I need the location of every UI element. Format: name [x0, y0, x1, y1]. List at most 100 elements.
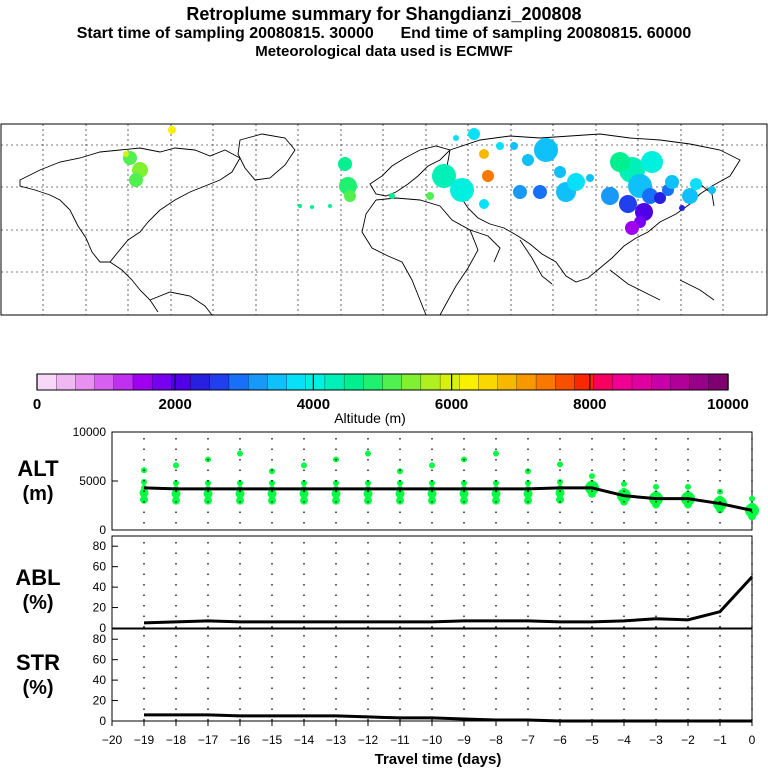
colorbar-swatch — [555, 373, 576, 391]
colorbar-swatch — [286, 373, 307, 391]
x-tick-label: −15 — [262, 733, 283, 747]
alt-scatter-point — [524, 496, 532, 505]
plume-marker — [338, 157, 352, 171]
alt-scatter-points — [139, 450, 759, 521]
plume-marker — [567, 173, 585, 191]
alt-scatter-point — [235, 489, 245, 499]
alt-scatter-point — [589, 479, 595, 486]
alt-scatter-point — [269, 468, 275, 475]
alt-scatter-point — [557, 461, 563, 468]
alt-scatter-point — [429, 479, 435, 486]
alt-scatter-point — [172, 496, 180, 505]
x-tick-label: −13 — [326, 733, 347, 747]
colorbar-swatch — [497, 373, 518, 391]
x-tick-label: 0 — [749, 733, 756, 747]
y-tick-label: 0 — [99, 714, 106, 728]
colorbar-swatch — [247, 373, 268, 391]
alt-scatter-point — [331, 489, 341, 499]
x-axis-label: Travel time (days) — [375, 751, 502, 768]
alt-scatter-point — [621, 480, 627, 487]
alt-scatter-point — [745, 503, 759, 518]
colorbar-swatch — [401, 373, 422, 391]
plume-marker — [453, 135, 459, 141]
alt-scatter-point — [237, 450, 243, 457]
x-tick-label: −4 — [617, 733, 631, 747]
colorbar-swatch — [305, 373, 326, 391]
x-tick-label: −3 — [649, 733, 663, 747]
plume-marker — [479, 149, 489, 159]
alt-scatter-point — [140, 495, 148, 504]
alt-scatter-point — [653, 490, 659, 497]
alt-scatter-point — [459, 489, 469, 499]
y-tick-label: 0 — [99, 523, 106, 537]
alt-scatter-point — [492, 496, 500, 505]
plume-marker — [586, 174, 594, 182]
alt-scatter-point — [269, 479, 275, 486]
alt-scatter-point — [461, 479, 467, 486]
plume-marker — [496, 142, 504, 150]
x-tick-label: −19 — [134, 733, 155, 747]
alt-scatter-point — [364, 496, 372, 505]
alt-scatter-point — [427, 489, 437, 499]
alt-scatter-point — [428, 496, 436, 505]
plume-marker — [298, 204, 302, 208]
alt-scatter-point — [685, 490, 691, 497]
plume-marker — [682, 188, 698, 204]
plume-marker — [339, 177, 357, 195]
alt-scatter-point — [749, 502, 755, 509]
plume-marker — [450, 178, 474, 202]
colorbar-swatch — [459, 373, 480, 391]
x-tick-label: −17 — [198, 733, 219, 747]
alt-scatter-point — [173, 479, 179, 486]
plume-marker — [665, 175, 679, 189]
colorbar-swatch — [36, 373, 57, 391]
coastlines — [19, 133, 741, 316]
plume-marker — [619, 195, 637, 213]
alt-scatter-point — [556, 495, 564, 504]
plume-marker — [168, 126, 176, 134]
panel-frame-abl — [111, 535, 753, 629]
colorbar-swatch — [478, 373, 499, 391]
series-line-str — [144, 713, 752, 723]
colorbar-swatch — [612, 373, 633, 391]
alt-scatter-point — [236, 496, 244, 505]
plume-marker — [510, 142, 518, 150]
colorbar-ticks: 0 2000 4000 6000 8000 10000 — [33, 374, 749, 413]
colorbar-swatch — [363, 373, 384, 391]
plume-marker — [310, 205, 314, 209]
alt-scatter-point — [365, 479, 371, 486]
alt-scatter-point — [301, 479, 307, 486]
alt-scatter-point — [493, 479, 499, 486]
y-tick-label: 10000 — [73, 425, 107, 439]
alt-scatter-point — [365, 450, 371, 457]
series-line-abl — [143, 575, 754, 625]
y-tick-label: 40 — [93, 580, 107, 594]
alt-ylabel-line2: (m) — [22, 483, 53, 505]
abl-ylabel-line2: (%) — [22, 592, 53, 614]
y-tick-label: 20 — [93, 694, 107, 708]
colorbar-swatch — [190, 373, 211, 391]
alt-scatter-point — [493, 450, 499, 457]
plume-marker — [482, 170, 494, 182]
colorbar-tick-label: 8000 — [573, 396, 606, 413]
plume-marker — [479, 199, 489, 209]
alt-scatter-point — [525, 479, 531, 486]
colorbar-swatch — [75, 373, 96, 391]
plume-marker — [601, 187, 619, 205]
alt-scatter-point — [685, 483, 691, 490]
plume-marker — [554, 166, 566, 178]
plume-marker — [533, 185, 547, 199]
alt-scatter-point — [429, 462, 435, 469]
x-tick-label: −14 — [294, 733, 315, 747]
colorbar-swatch — [228, 373, 249, 391]
plume-marker — [654, 192, 666, 204]
alt-scatter-point — [717, 495, 723, 502]
alt-scatter-point — [173, 462, 179, 469]
title-block: Retroplume summary for Shangdianzi_20080… — [0, 4, 768, 61]
colorbar-swatch — [670, 373, 691, 391]
colorbar-tick-label: 4000 — [297, 396, 330, 413]
retroplume-markers — [123, 126, 716, 235]
x-tick-label: −2 — [681, 733, 695, 747]
colorbar-swatch — [171, 373, 192, 391]
